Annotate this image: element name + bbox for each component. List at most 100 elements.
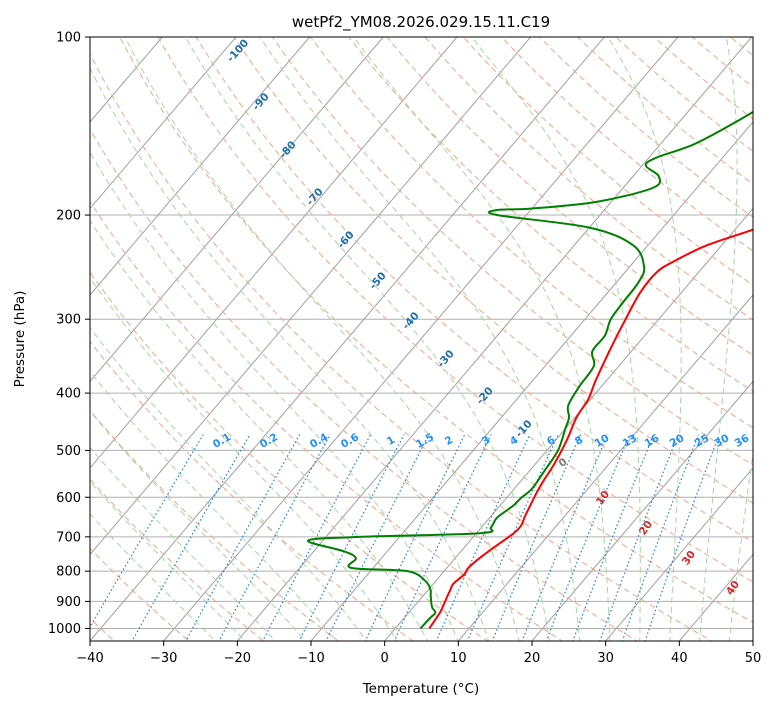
- mixing-ratio-line: [644, 434, 720, 641]
- dry-adiabat-line: [653, 37, 753, 120]
- moist-adiabat-label: 0: [557, 456, 570, 470]
- moist-adiabat-line: [607, 37, 682, 641]
- profile-series: [307, 110, 753, 630]
- moist-adiabat-line: [90, 67, 490, 641]
- dry-adiabat-label: -40: [400, 310, 422, 332]
- dry-adiabat-line: [386, 37, 753, 356]
- dry-adiabat-line: [348, 37, 753, 392]
- moist-adiabat-line: [124, 37, 520, 641]
- isotherm-line: [383, 207, 753, 641]
- dry-adiabat-line: [577, 37, 753, 185]
- y-tick-label: 1000: [48, 622, 81, 637]
- y-tick-label: 400: [56, 387, 81, 402]
- moist-adiabat-line: [90, 219, 429, 641]
- mixing-ratio-label: 0.2: [258, 431, 280, 451]
- x-tick-label: 20: [524, 651, 541, 666]
- mixing-ratio-line: [218, 434, 331, 641]
- mixing-ratio-label: 16: [643, 432, 662, 450]
- moist-adiabat-line: [184, 37, 550, 641]
- isotherm-line: [162, 37, 679, 641]
- y-tick-label: 100: [56, 31, 81, 46]
- mixing-ratio-line: [621, 434, 700, 641]
- dry-adiabat-line: [90, 271, 489, 641]
- moist-adiabat-line: [699, 37, 738, 641]
- moist-adiabats: [90, 37, 753, 641]
- moist-adiabat-label: 40: [724, 579, 742, 598]
- mixing-ratio-label: 10: [593, 432, 612, 450]
- mixing-ratio-label: 25: [693, 432, 712, 450]
- moist-adiabat-line: [259, 37, 581, 641]
- dry-adiabat-label: -20: [474, 385, 496, 407]
- x-tick-label: 0: [381, 651, 389, 666]
- mixing-ratio-line: [298, 434, 405, 641]
- mixing-ratio-label: 30: [713, 432, 732, 450]
- isotherm-line: [90, 37, 163, 123]
- y-tick-label: 500: [56, 444, 81, 459]
- dry-adiabat-line: [157, 37, 753, 583]
- dry-adiabat-line: [310, 37, 753, 429]
- dry-adiabat-line: [90, 409, 340, 641]
- moist-adiabat-line: [728, 450, 753, 641]
- y-tick-label: 900: [56, 595, 81, 610]
- x-tick-label: 50: [745, 651, 762, 666]
- moist-adiabat-label: 30: [680, 549, 698, 568]
- mixing-ratio-label: 2: [443, 434, 455, 448]
- dry-adiabat-label: -100: [225, 37, 252, 65]
- mixing-ratio-line: [572, 434, 655, 641]
- dry-adiabat-label: -30: [435, 348, 457, 370]
- isotherm-line: [90, 37, 458, 469]
- moist-adiabat-line: [471, 37, 641, 641]
- isotherm-line: [90, 37, 237, 210]
- mixing-ratio-line: [364, 434, 466, 641]
- dry-adiabat-label: -90: [250, 91, 272, 113]
- moist-adiabat-line: [90, 410, 307, 641]
- x-axis-label: Temperature (°C): [362, 681, 480, 697]
- isotherm-line: [90, 37, 532, 556]
- mixing-ratio-lines: [90, 434, 720, 641]
- isotherm-line: [457, 294, 753, 641]
- isotherm-line: [531, 380, 753, 641]
- dry-adiabat-line: [195, 37, 753, 543]
- mixing-ratio-line: [185, 434, 301, 641]
- dry-adiabat-line: [233, 37, 753, 504]
- dry-adiabat-line: [615, 37, 753, 152]
- mixing-ratio-label: 3: [480, 434, 492, 448]
- moist-adiabat-line: [90, 151, 459, 641]
- dewpoint-profile-line: [307, 110, 753, 630]
- isotherm-line: [752, 640, 753, 641]
- y-tick-label: 800: [56, 565, 81, 580]
- mixing-ratio-label: 20: [668, 432, 687, 450]
- mixing-ratio-label: 0.4: [308, 431, 330, 451]
- y-tick-label: 700: [56, 530, 81, 545]
- x-tick-label: −40: [76, 651, 103, 666]
- isotherm-line: [90, 37, 311, 296]
- dry-adiabat-label: -10: [513, 418, 535, 440]
- dry-adiabat-line: [271, 37, 753, 466]
- dry-adiabat-label: -50: [367, 270, 389, 292]
- y-tick-label: 600: [56, 491, 81, 506]
- moist-adiabat-line: [90, 326, 367, 641]
- dry-adiabat-line: [736, 10, 775, 653]
- x-tick-label: 40: [671, 651, 688, 666]
- mixing-ratio-line: [599, 434, 679, 641]
- isotherm-line: [604, 467, 753, 641]
- mixing-ratio-label: 0.6: [339, 431, 361, 451]
- y-tick-label: 200: [56, 209, 81, 224]
- mixing-ratio-line: [545, 434, 631, 641]
- moist-adiabat-line: [90, 513, 216, 641]
- mixing-ratio-line: [521, 434, 609, 641]
- mixing-ratio-line: [131, 434, 251, 641]
- background-grid: [90, 37, 753, 629]
- isotherm-line: [90, 37, 605, 641]
- y-axis-label: Pressure (hPa): [12, 291, 28, 388]
- temperature-profile-line: [428, 228, 753, 630]
- moist-adiabat-line: [90, 480, 246, 641]
- dry-adiabat-line: [538, 37, 753, 218]
- isotherms: [90, 37, 753, 641]
- dry-adiabat-line: [90, 200, 564, 641]
- x-axis-ticks: −40 −30 −20 −10 0 10 20 30 40 50: [76, 641, 761, 666]
- moist-adiabat-line: [353, 37, 611, 641]
- dry-adiabat-line: [90, 128, 638, 641]
